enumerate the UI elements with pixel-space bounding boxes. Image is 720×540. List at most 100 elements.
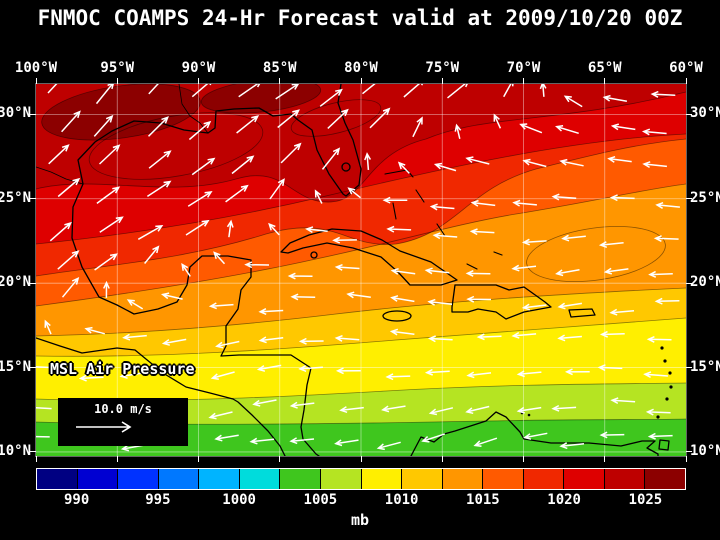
wind-arrow	[148, 150, 172, 169]
lat-tick-mark	[30, 367, 36, 369]
wind-arrow	[650, 90, 676, 98]
wind-arrow	[213, 251, 226, 265]
wind-arrow	[346, 291, 371, 299]
lat-tick-mark	[30, 113, 36, 115]
wind-arrow	[36, 366, 51, 369]
wind-arrow	[602, 94, 628, 103]
wind-arrow	[523, 432, 548, 440]
wind-arrow	[298, 365, 323, 372]
map-frame: MSL Air Pressure 10.0 m/s	[35, 83, 687, 457]
wind-arrow	[390, 295, 415, 303]
wind-arrow	[511, 331, 537, 339]
wind-arrow	[647, 432, 673, 440]
lon-tick-mark	[441, 456, 443, 462]
wind-arrow	[319, 88, 343, 107]
lon-tick-label: 80°W	[344, 60, 378, 76]
wind-arrow	[170, 365, 195, 375]
lon-tick-label: 95°W	[100, 60, 135, 76]
wind-arrow	[641, 128, 667, 136]
lon-tick-mark	[198, 456, 199, 462]
wind-arrow	[84, 326, 105, 335]
colorbar-tick-labels: 990 995 1000 1005 1010 1015 1020 1025	[36, 492, 686, 508]
wind-arrow	[427, 335, 453, 343]
wind-arrow	[539, 84, 547, 97]
colorbar-segment	[604, 469, 646, 489]
wind-arrow	[61, 110, 81, 133]
colorbar-tick-label: 1020	[547, 492, 581, 508]
wind-arrow	[386, 225, 412, 233]
lat-tick-label: 15°N	[0, 358, 31, 375]
lat-tick-mark	[30, 282, 36, 284]
wind-arrow	[447, 84, 468, 99]
wind-arrow	[244, 261, 270, 269]
wind-arrow	[148, 84, 159, 95]
lat-tick-mark	[686, 198, 692, 200]
wind-arrow	[327, 108, 349, 129]
wind-arrow	[382, 196, 408, 204]
wind-arrow	[95, 84, 114, 105]
wind-arrow	[561, 234, 586, 242]
colorbar-tick-label: 1010	[384, 492, 419, 508]
wind-arrow	[369, 107, 391, 129]
wind-arrow	[94, 253, 118, 271]
lat-tick-mark	[686, 113, 692, 115]
wind-arrow	[551, 404, 577, 412]
lon-tick-mark	[116, 78, 118, 84]
wind-arrow	[493, 113, 502, 129]
wind-arrow	[559, 442, 585, 450]
wind-arrow	[258, 308, 284, 315]
lat-tick-label: 10°N	[0, 442, 31, 459]
wind-arrow	[208, 411, 233, 420]
wind-arrow	[268, 222, 280, 236]
wind-arrow	[390, 267, 416, 275]
wind-arrow	[96, 186, 121, 205]
wind-arrow	[44, 319, 52, 335]
wind-arrow	[654, 297, 680, 305]
wind-arrow	[516, 406, 542, 414]
wind-arrow	[421, 433, 446, 443]
wind-arrow	[208, 302, 234, 310]
lat-tick-label: 30°N	[0, 105, 31, 122]
wind-arrow	[519, 123, 543, 134]
wind-arrow	[146, 180, 172, 198]
lon-tick-label: 60°W	[669, 60, 703, 76]
wind-arrow	[610, 397, 636, 405]
lon-tick-label: 75°W	[425, 60, 460, 76]
wind-arrow	[236, 115, 260, 134]
wind-arrow	[564, 368, 590, 376]
wind-arrow	[126, 299, 144, 310]
lon-tick-mark	[116, 456, 118, 462]
colorbar-tick-label: 1005	[303, 492, 338, 508]
graticule	[36, 84, 686, 456]
wind-arrow	[191, 157, 216, 176]
wind-arrow	[98, 144, 121, 165]
wind-arrow	[277, 109, 300, 129]
lat-tick-mark	[30, 451, 36, 453]
wind-arrow	[603, 267, 629, 275]
wind-arrow	[332, 236, 357, 244]
colorbar-tick-label: 995	[145, 492, 171, 508]
colorbar-segment	[402, 469, 443, 489]
wind-arrow	[599, 431, 625, 439]
wind-arrow	[289, 437, 315, 445]
wind-arrow	[522, 158, 547, 168]
wind-arrow	[555, 269, 580, 277]
page-title: FNMOC COAMPS 24-Hr Forecast valid at 200…	[37, 6, 683, 30]
lon-tick-mark	[360, 456, 362, 462]
colorbar-segment	[280, 469, 321, 489]
wind-arrow	[334, 263, 360, 271]
wind-arrow	[648, 270, 673, 278]
lat-tick-label: 25°N	[690, 189, 720, 206]
wind-arrow	[643, 371, 668, 379]
wind-arrow	[36, 407, 52, 410]
lon-tick-mark	[35, 456, 37, 462]
wind-arrow	[93, 114, 114, 137]
colorbar-segment	[523, 469, 565, 489]
wind-arrow	[454, 123, 462, 139]
lat-tick-mark	[686, 367, 692, 369]
wind-arrow	[557, 334, 582, 342]
wind-arrow	[607, 155, 632, 163]
wind-arrow	[364, 152, 372, 170]
lon-tick-mark	[685, 456, 687, 462]
wind-arrow	[36, 435, 50, 438]
